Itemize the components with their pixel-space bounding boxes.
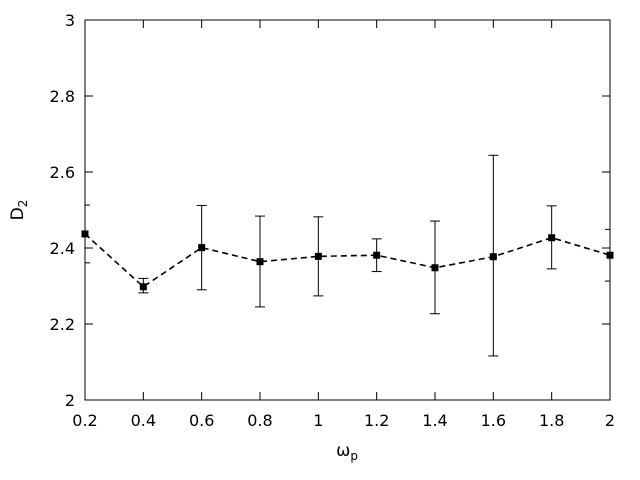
data-point [314, 252, 322, 260]
plot-frame [84, 19, 611, 401]
series-line [84, 233, 611, 288]
data-point [139, 283, 147, 291]
x-tick-label: 0.2 [72, 411, 97, 430]
y-axis-label: D2 [8, 200, 30, 221]
data-point [373, 251, 381, 259]
x-tick-label: 2 [605, 411, 615, 430]
y-axis-ticks: 2 2.2 2.4 2.6 2.8 3 [50, 11, 610, 410]
error-bars [84, 154, 611, 357]
y-tick-label: 3 [65, 11, 75, 30]
data-point [81, 230, 89, 238]
x-tick-label: 1 [313, 411, 323, 430]
x-tick-label: 0.8 [247, 411, 272, 430]
x-tick-label: 1.4 [422, 411, 447, 430]
x-axis-label: ωp [336, 441, 358, 463]
x-tick-label: 1.8 [539, 411, 564, 430]
x-tick-label: 1.2 [364, 411, 389, 430]
x-tick-label: 0.6 [189, 411, 214, 430]
y-tick-label: 2.8 [50, 87, 75, 106]
data-point [256, 258, 264, 266]
x-tick-label: 1.6 [481, 411, 506, 430]
data-point [489, 253, 497, 261]
y-tick-label: 2 [65, 391, 75, 410]
data-point [548, 234, 556, 242]
y-tick-label: 2.4 [50, 239, 75, 258]
y-tick-label: 2.6 [50, 163, 75, 182]
data-point [198, 244, 206, 252]
x-tick-label: 0.4 [131, 411, 156, 430]
data-point [431, 264, 439, 272]
y-tick-label: 2.2 [50, 315, 75, 334]
data-point [606, 251, 614, 259]
x-axis-ticks: 0.2 0.4 0.6 0.8 1 1.2 1.4 1.6 1.8 2 [72, 20, 615, 430]
series-markers [81, 230, 614, 291]
